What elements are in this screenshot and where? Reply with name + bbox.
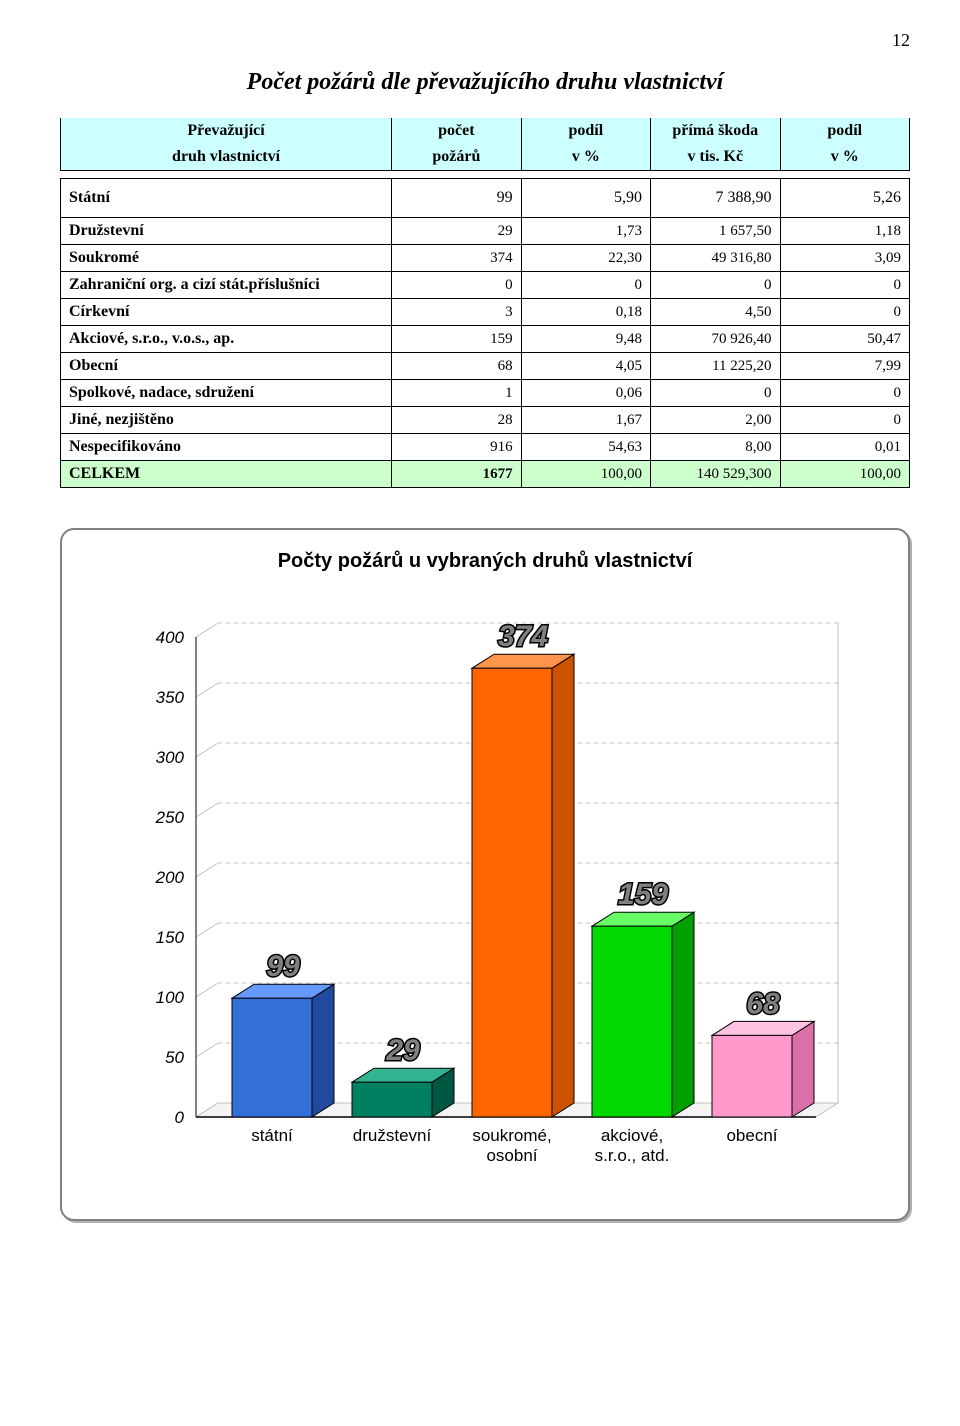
th-c3a: přímá škoda: [651, 118, 780, 140]
total-a: 1677: [392, 461, 521, 488]
svg-text:29: 29: [385, 1034, 420, 1067]
row-val: 4,05: [521, 353, 650, 380]
row-val: 0,18: [521, 299, 650, 326]
row-val: 5,26: [780, 179, 909, 218]
row-val: 0,06: [521, 380, 650, 407]
row-val: 9,48: [521, 326, 650, 353]
row-val: 1: [392, 380, 521, 407]
row-val: 0: [780, 407, 909, 434]
row-val: 7,99: [780, 353, 909, 380]
total-b: 100,00: [521, 461, 650, 488]
fires-table: Převažující počet podíl přímá škoda podí…: [60, 118, 910, 488]
th-c2b: v %: [521, 140, 650, 171]
page-number: 12: [60, 30, 910, 51]
row-val: 11 225,20: [651, 353, 780, 380]
th-c1b: požárů: [392, 140, 521, 171]
row-label: Spolkové, nadace, sdružení: [61, 380, 392, 407]
svg-text:s.r.o., atd.: s.r.o., atd.: [595, 1146, 670, 1165]
row-val: 0: [780, 272, 909, 299]
row-val: 29: [392, 218, 521, 245]
svg-text:obecní: obecní: [726, 1126, 777, 1145]
row-label: Jiné, nezjištěno: [61, 407, 392, 434]
row-val: 159: [392, 326, 521, 353]
total-c: 140 529,300: [651, 461, 780, 488]
svg-text:374: 374: [498, 620, 548, 653]
row-label: Státní: [61, 179, 392, 218]
row-val: 28: [392, 407, 521, 434]
svg-text:350: 350: [156, 688, 185, 707]
row-label: Církevní: [61, 299, 392, 326]
svg-text:68: 68: [746, 987, 780, 1020]
bar-chart: 0501001502002503003504009999státní2929dr…: [86, 597, 886, 1217]
row-val: 22,30: [521, 245, 650, 272]
row-val: 0: [521, 272, 650, 299]
row-label: Zahraniční org. a cizí stát.příslušníci: [61, 272, 392, 299]
row-val: 49 316,80: [651, 245, 780, 272]
svg-text:159: 159: [618, 878, 668, 911]
row-val: 70 926,40: [651, 326, 780, 353]
row-val: 0: [392, 272, 521, 299]
row-val: 2,00: [651, 407, 780, 434]
row-val: 374: [392, 245, 521, 272]
th-c2a: podíl: [521, 118, 650, 140]
chart-frame: Počty požárů u vybraných druhů vlastnict…: [60, 528, 910, 1221]
row-val: 50,47: [780, 326, 909, 353]
th-c4a: podíl: [780, 118, 909, 140]
svg-text:150: 150: [156, 928, 185, 947]
row-label: Akciové, s.r.o., v.o.s., ap.: [61, 326, 392, 353]
doc-title: Počet požárů dle převažujícího druhu vla…: [60, 69, 910, 96]
row-val: 54,63: [521, 434, 650, 461]
svg-text:200: 200: [155, 868, 185, 887]
row-val: 99: [392, 179, 521, 218]
th-label-1: Převažující: [61, 118, 392, 140]
th-c1a: počet: [392, 118, 521, 140]
svg-text:družstevní: družstevní: [353, 1126, 432, 1145]
total-d: 100,00: [780, 461, 909, 488]
row-val: 1,18: [780, 218, 909, 245]
svg-text:99: 99: [266, 950, 300, 983]
row-val: 4,50: [651, 299, 780, 326]
row-val: 1,67: [521, 407, 650, 434]
svg-text:300: 300: [156, 748, 185, 767]
row-val: 3: [392, 299, 521, 326]
svg-text:akciové,: akciové,: [601, 1126, 663, 1145]
svg-text:100: 100: [156, 988, 185, 1007]
row-label: Nespecifikováno: [61, 434, 392, 461]
row-val: 7 388,90: [651, 179, 780, 218]
row-val: 1,73: [521, 218, 650, 245]
row-label: Soukromé: [61, 245, 392, 272]
row-val: 916: [392, 434, 521, 461]
row-val: 68: [392, 353, 521, 380]
svg-text:státní: státní: [251, 1126, 293, 1145]
svg-text:50: 50: [165, 1048, 184, 1067]
row-val: 5,90: [521, 179, 650, 218]
svg-text:0: 0: [175, 1108, 185, 1127]
row-val: 8,00: [651, 434, 780, 461]
row-val: 0: [780, 299, 909, 326]
row-label: Družstevní: [61, 218, 392, 245]
total-label: CELKEM: [61, 461, 392, 488]
svg-text:400: 400: [156, 628, 185, 647]
svg-text:soukromé,: soukromé,: [472, 1126, 551, 1145]
row-label: Obecní: [61, 353, 392, 380]
svg-text:250: 250: [155, 808, 185, 827]
row-val: 0: [780, 380, 909, 407]
chart-title: Počty požárů u vybraných druhů vlastnict…: [86, 550, 884, 573]
row-val: 0: [651, 380, 780, 407]
svg-text:osobní: osobní: [486, 1146, 537, 1165]
th-label-2: druh vlastnictví: [61, 140, 392, 171]
row-val: 0: [651, 272, 780, 299]
row-val: 1 657,50: [651, 218, 780, 245]
th-c3b: v tis. Kč: [651, 140, 780, 171]
row-val: 3,09: [780, 245, 909, 272]
row-val: 0,01: [780, 434, 909, 461]
th-c4b: v %: [780, 140, 909, 171]
